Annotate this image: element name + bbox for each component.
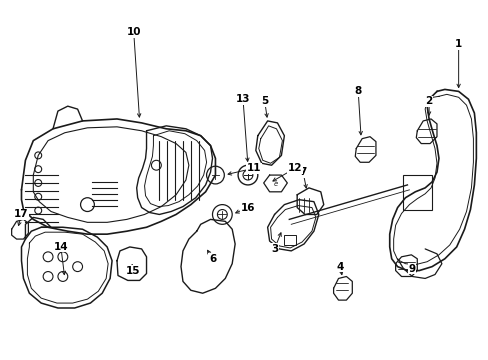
Text: 11: 11: [246, 163, 261, 173]
Text: 6: 6: [208, 254, 216, 264]
Text: 2: 2: [425, 96, 432, 106]
Text: 3: 3: [270, 244, 278, 254]
Text: 12: 12: [287, 163, 302, 173]
Text: 14: 14: [54, 242, 68, 252]
Text: e: e: [273, 181, 277, 187]
Text: 15: 15: [125, 266, 140, 276]
Text: 7: 7: [299, 167, 306, 177]
Bar: [402, 175, 431, 210]
Text: 1: 1: [454, 39, 461, 49]
Text: 5: 5: [261, 96, 268, 106]
Text: 17: 17: [14, 210, 29, 220]
Text: 13: 13: [235, 94, 250, 104]
Text: 16: 16: [240, 203, 255, 212]
Text: 10: 10: [126, 27, 141, 37]
Bar: [284, 235, 296, 245]
Text: 8: 8: [354, 86, 361, 96]
Text: 9: 9: [408, 264, 415, 274]
Text: 4: 4: [336, 262, 344, 272]
